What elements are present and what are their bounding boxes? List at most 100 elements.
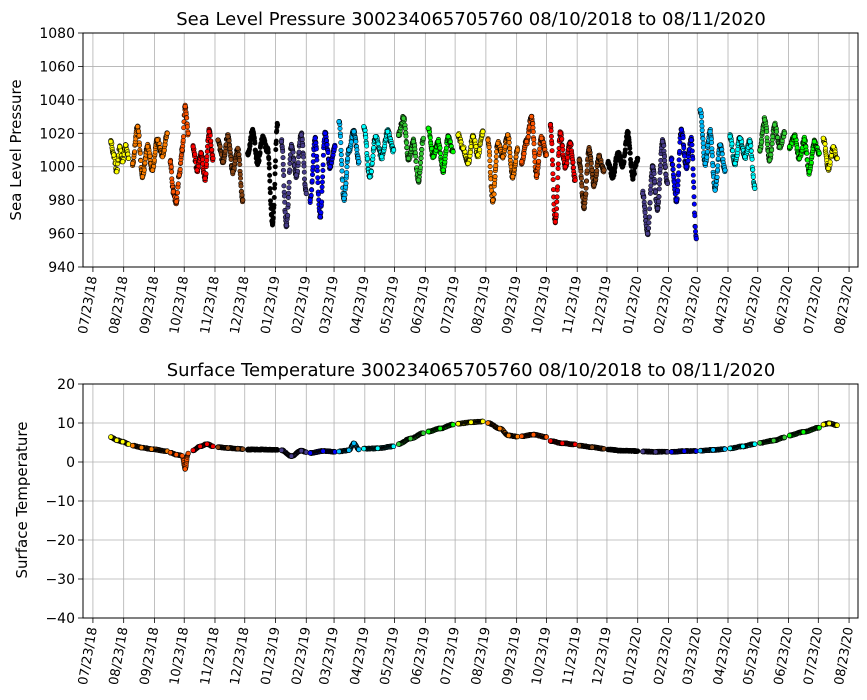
data-point bbox=[271, 209, 276, 215]
data-series-13 bbox=[455, 128, 486, 167]
data-point bbox=[615, 150, 621, 156]
data-point bbox=[475, 152, 481, 158]
data-point bbox=[659, 139, 666, 145]
x-tick-label: 07/23/20 bbox=[801, 275, 826, 335]
data-point bbox=[594, 168, 600, 174]
data-point bbox=[808, 160, 814, 166]
data-point bbox=[343, 180, 349, 186]
data-point bbox=[620, 162, 626, 168]
x-tick-label: 04/23/20 bbox=[711, 275, 736, 335]
data-point bbox=[190, 144, 196, 150]
data-point bbox=[653, 189, 659, 195]
data-point bbox=[298, 448, 304, 454]
data-series-8 bbox=[307, 129, 338, 220]
data-point bbox=[707, 129, 713, 135]
data-point bbox=[579, 183, 585, 189]
data-point bbox=[830, 144, 836, 150]
data-point bbox=[749, 156, 755, 162]
data-series-12 bbox=[425, 421, 456, 435]
data-point bbox=[310, 164, 316, 170]
data-point bbox=[549, 141, 555, 147]
data-point bbox=[588, 161, 594, 166]
data-point bbox=[286, 185, 292, 191]
data-point bbox=[576, 157, 582, 163]
data-point bbox=[285, 195, 291, 200]
x-tick-label: 02/23/20 bbox=[651, 275, 676, 335]
data-point bbox=[225, 445, 231, 451]
data-point bbox=[525, 134, 531, 140]
data-point bbox=[371, 145, 377, 151]
data-point bbox=[175, 190, 180, 196]
data-point bbox=[267, 186, 273, 192]
data-point bbox=[676, 157, 682, 163]
data-point bbox=[167, 450, 173, 456]
data-series-3 bbox=[167, 102, 191, 207]
x-tick-label: 11/23/19 bbox=[560, 626, 585, 686]
data-point bbox=[117, 144, 123, 150]
data-point bbox=[752, 185, 758, 191]
data-point bbox=[581, 204, 587, 210]
data-point bbox=[194, 167, 200, 173]
data-point bbox=[709, 153, 715, 159]
data-point bbox=[715, 167, 721, 173]
data-point bbox=[319, 199, 325, 205]
data-point bbox=[361, 446, 367, 452]
data-point bbox=[547, 122, 554, 128]
data-point bbox=[536, 158, 542, 164]
data-point bbox=[825, 165, 831, 171]
data-point bbox=[443, 145, 449, 151]
data-point bbox=[271, 202, 277, 208]
data-point bbox=[715, 156, 721, 162]
y-tick-label: −20 bbox=[45, 533, 75, 549]
data-point bbox=[550, 171, 556, 177]
data-point bbox=[295, 160, 301, 166]
data-point bbox=[440, 167, 446, 173]
data-point bbox=[549, 148, 555, 154]
data-point bbox=[269, 220, 276, 227]
data-point bbox=[175, 181, 181, 187]
x-tick-label: 03/23/20 bbox=[680, 275, 705, 335]
data-point bbox=[208, 138, 214, 144]
data-point bbox=[410, 139, 417, 145]
data-point bbox=[135, 123, 141, 130]
data-point bbox=[557, 130, 563, 136]
data-point bbox=[317, 214, 323, 220]
data-series-3 bbox=[167, 450, 191, 472]
data-point bbox=[287, 161, 293, 166]
x-tick-label: 11/23/18 bbox=[198, 626, 223, 686]
data-point bbox=[691, 185, 697, 190]
data-point bbox=[465, 160, 471, 166]
data-point bbox=[425, 125, 431, 131]
data-point bbox=[137, 150, 143, 156]
x-tick-label: 03/23/20 bbox=[680, 626, 705, 686]
data-point bbox=[506, 140, 512, 146]
data-series-13 bbox=[455, 418, 486, 427]
data-point bbox=[252, 140, 258, 146]
data-series-6 bbox=[245, 120, 281, 228]
data-series-20 bbox=[668, 448, 699, 455]
data-point bbox=[228, 157, 234, 162]
data-point bbox=[801, 137, 808, 143]
data-point bbox=[583, 191, 589, 197]
data-point bbox=[309, 187, 315, 193]
data-point bbox=[266, 156, 272, 162]
data-point bbox=[255, 160, 261, 166]
data-point bbox=[413, 158, 419, 164]
x-tick-label: 08/23/18 bbox=[107, 626, 132, 686]
data-point bbox=[404, 144, 410, 150]
data-point bbox=[320, 168, 326, 173]
data-point bbox=[747, 139, 753, 145]
data-series-4 bbox=[190, 126, 216, 183]
data-point bbox=[786, 144, 793, 150]
data-point bbox=[742, 154, 748, 160]
data-point bbox=[215, 444, 221, 450]
data-point bbox=[699, 119, 705, 125]
data-point bbox=[554, 199, 560, 205]
data-point bbox=[570, 159, 576, 165]
data-point bbox=[664, 180, 671, 186]
data-point bbox=[625, 130, 631, 136]
y-tick-label: −10 bbox=[45, 494, 75, 510]
data-point bbox=[759, 139, 765, 145]
data-point bbox=[554, 206, 560, 212]
data-point bbox=[748, 143, 754, 149]
